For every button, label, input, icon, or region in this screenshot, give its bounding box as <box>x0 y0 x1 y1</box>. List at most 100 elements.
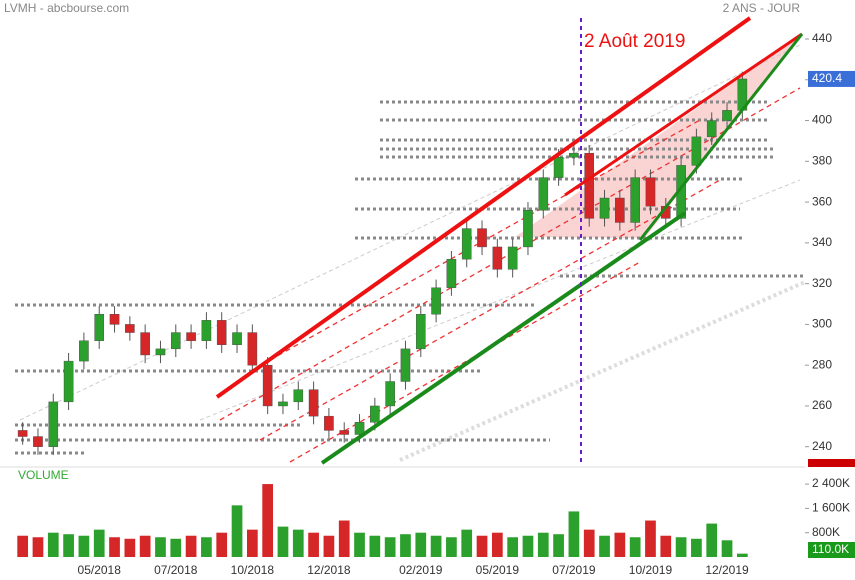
y-tick-label: 300 <box>812 317 832 331</box>
volume-bar <box>599 535 610 557</box>
candle-body <box>645 177 656 207</box>
annotation: 2 Août 2019 <box>584 31 685 52</box>
trend-line <box>215 16 752 399</box>
candle-body <box>324 415 334 431</box>
x-tick-label: 05/2019 <box>476 563 520 577</box>
volume-bar <box>292 529 304 557</box>
volume-label: VOLUME <box>18 468 69 482</box>
volume-bar <box>736 553 748 557</box>
x-tick-label: 10/2018 <box>231 563 275 577</box>
volume-bar <box>537 532 549 557</box>
x-tick-label: 07/2018 <box>154 563 198 577</box>
volume-bar <box>629 537 641 557</box>
trend-line <box>638 33 804 241</box>
x-tick-label: 02/2019 <box>399 563 443 577</box>
volume-bar <box>568 511 580 557</box>
candle-body <box>523 210 533 248</box>
candle-body <box>125 324 135 333</box>
volume-bar <box>384 537 396 557</box>
subtitle: 2 ANS - JOUR <box>723 1 801 15</box>
candle-body <box>584 152 595 219</box>
candle-body <box>155 348 166 356</box>
volume-bar <box>216 532 228 557</box>
y-tick-label: 400 <box>812 113 832 127</box>
volume-bar <box>721 540 733 557</box>
candle-body <box>630 177 640 223</box>
volume-bar <box>308 532 319 557</box>
candle-body <box>48 401 59 447</box>
trend-line <box>320 211 687 465</box>
candle-body <box>17 430 28 437</box>
candle-body <box>446 258 457 288</box>
y-tick-label: 320 <box>812 276 832 290</box>
volume-bar <box>201 537 212 557</box>
x-tick-label: 12/2019 <box>705 563 749 577</box>
volume-bar <box>155 537 166 557</box>
channel-line <box>289 261 641 463</box>
volume-bar <box>491 532 503 557</box>
volume-bar <box>262 484 274 557</box>
volume-bar <box>446 537 457 557</box>
x-tick-label: 10/2019 <box>629 563 673 577</box>
chart-title: LVMH - abcbourse.com <box>4 1 129 15</box>
volume-bar <box>583 529 595 557</box>
volume-bar <box>338 520 350 557</box>
guide-line <box>399 280 806 462</box>
candle-body <box>722 110 732 121</box>
candle-body <box>615 197 625 223</box>
candle-body <box>569 152 579 158</box>
volume-flag <box>808 542 855 558</box>
volume-bar <box>93 529 105 557</box>
volume-bar <box>47 532 59 557</box>
last-price: 420.4 <box>812 71 842 85</box>
y-tick-label: 2 400K <box>812 476 850 490</box>
volume-bar <box>369 535 381 557</box>
x-tick-label: 12/2018 <box>307 563 351 577</box>
candle-body <box>232 332 242 345</box>
y-tick-label: 260 <box>812 398 832 412</box>
volume-bar <box>231 505 243 557</box>
y-tick-label: 1 600K <box>812 501 850 515</box>
candle-body <box>308 389 319 417</box>
candle-body <box>538 177 549 211</box>
candle-body <box>431 287 441 315</box>
volume-bar <box>553 534 564 557</box>
y-tick-label: 240 <box>812 439 832 453</box>
volume-bar <box>660 535 672 557</box>
price-flag <box>808 70 855 87</box>
candle-body <box>492 246 503 270</box>
volume-bar <box>522 535 534 557</box>
trend-line <box>564 32 803 197</box>
candle-body <box>63 360 74 403</box>
volume-bar <box>17 535 29 557</box>
volume-bar <box>400 534 411 557</box>
y-tick-label: 360 <box>812 194 832 208</box>
candle-body <box>385 381 395 407</box>
y-tick-label: 800K <box>812 525 840 539</box>
volume-bar <box>246 529 258 557</box>
volume-bar <box>461 529 473 557</box>
trend-lines <box>215 16 804 465</box>
candle-body <box>140 332 150 356</box>
y-tick-label: 380 <box>812 153 832 167</box>
volume-bar <box>430 535 442 557</box>
volume-bar <box>185 535 197 557</box>
candle-body <box>370 405 380 423</box>
volume-bar <box>675 537 687 557</box>
volume-bar <box>78 535 90 557</box>
volume-bar <box>109 537 120 557</box>
candle-body <box>477 228 487 248</box>
volume-bar <box>507 537 519 557</box>
last-volume: 110.0K <box>812 542 849 556</box>
volume-bar <box>170 538 182 557</box>
volume-bar <box>139 535 151 557</box>
volume-bar <box>706 523 718 557</box>
candle-body <box>599 197 610 219</box>
y-tick-label: 340 <box>812 235 832 249</box>
candle-body <box>691 136 702 166</box>
candle-body <box>186 332 196 341</box>
candle-body <box>216 320 227 345</box>
x-tick-label: 05/2018 <box>78 563 122 577</box>
